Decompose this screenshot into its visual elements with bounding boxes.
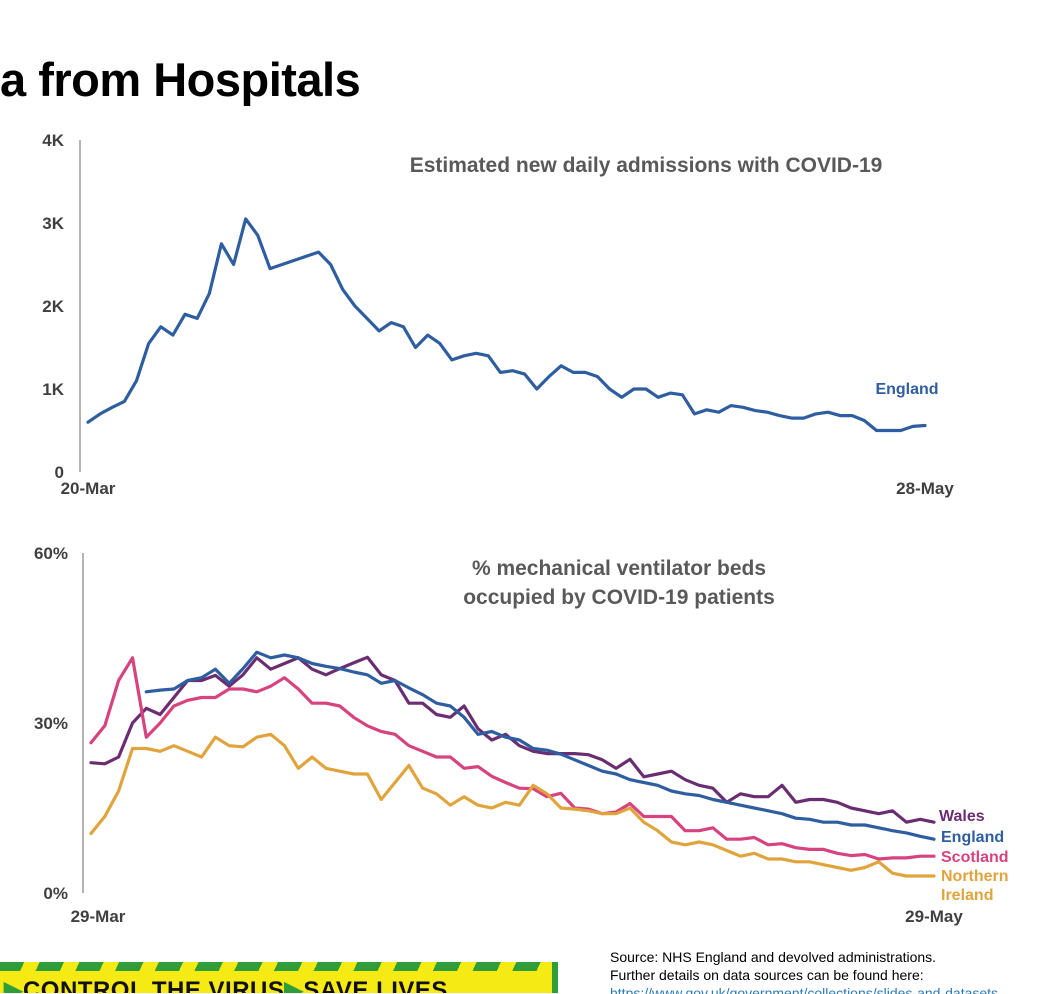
banner-part-1: CONTROL THE VIRUS bbox=[22, 977, 285, 993]
series-label-wales: Wales bbox=[939, 808, 985, 825]
series-line-northern-ireland bbox=[89, 732, 936, 878]
page-title: a from Hospitals bbox=[0, 53, 361, 106]
chart-title-line: occupied by COVID-19 patients bbox=[463, 586, 775, 609]
series-line-scotland bbox=[89, 656, 936, 861]
source-line-1: Source: NHS England and devolved adminis… bbox=[610, 949, 937, 965]
banner-arrow-icon: ▶ bbox=[4, 977, 23, 993]
y-tick-label: 2K bbox=[42, 297, 64, 316]
source-line-2: Further details on data sources can be f… bbox=[610, 967, 924, 983]
admissions-chart: Estimated new daily admissions with COVI… bbox=[42, 131, 954, 498]
banner-side-bar bbox=[552, 962, 558, 993]
banner-stripes bbox=[0, 962, 558, 971]
y-tick-label: 60% bbox=[34, 544, 68, 563]
banner-text: ▶CONTROL THE VIRUS▶SAVE LIVES bbox=[4, 976, 448, 993]
chart-title-line: % mechanical ventilator beds bbox=[472, 557, 766, 580]
x-tick-label: 20-Mar bbox=[61, 479, 116, 498]
series-label-england: England bbox=[941, 829, 1004, 846]
banner-arrow-icon: ▶ bbox=[284, 977, 304, 993]
y-tick-label: 0% bbox=[43, 884, 68, 903]
series-line-england bbox=[86, 217, 927, 433]
banner-part-2: SAVE LIVES bbox=[303, 977, 448, 993]
series-label-northern-ireland: Northern Ireland bbox=[941, 868, 1009, 904]
source-note: Source: NHS England and devolved adminis… bbox=[610, 948, 1060, 994]
series-line-england bbox=[144, 650, 936, 841]
x-tick-label: 29-Mar bbox=[71, 907, 126, 926]
x-tick-label: 28-May bbox=[896, 479, 954, 498]
ventilator-beds-chart: % mechanical ventilator beds occupied by … bbox=[34, 544, 1009, 926]
y-tick-label: 1K bbox=[42, 380, 64, 399]
y-tick-label: 4K bbox=[42, 131, 64, 150]
y-tick-label: 30% bbox=[34, 714, 68, 733]
series-label-line: Ireland bbox=[941, 887, 993, 904]
y-tick-label: 0 bbox=[55, 463, 64, 482]
control-the-virus-banner: ▶CONTROL THE VIRUS▶SAVE LIVES bbox=[0, 962, 558, 993]
x-tick-label: 29-May bbox=[905, 907, 963, 926]
series-label-england: England bbox=[875, 381, 938, 398]
chart-title: Estimated new daily admissions with COVI… bbox=[410, 154, 883, 177]
series-label-line: Northern bbox=[941, 868, 1009, 885]
series-label-scotland: Scotland bbox=[941, 849, 1009, 866]
y-tick-label: 3K bbox=[42, 214, 64, 233]
source-link[interactable]: https://www.gov.uk/government/collection… bbox=[610, 985, 999, 994]
